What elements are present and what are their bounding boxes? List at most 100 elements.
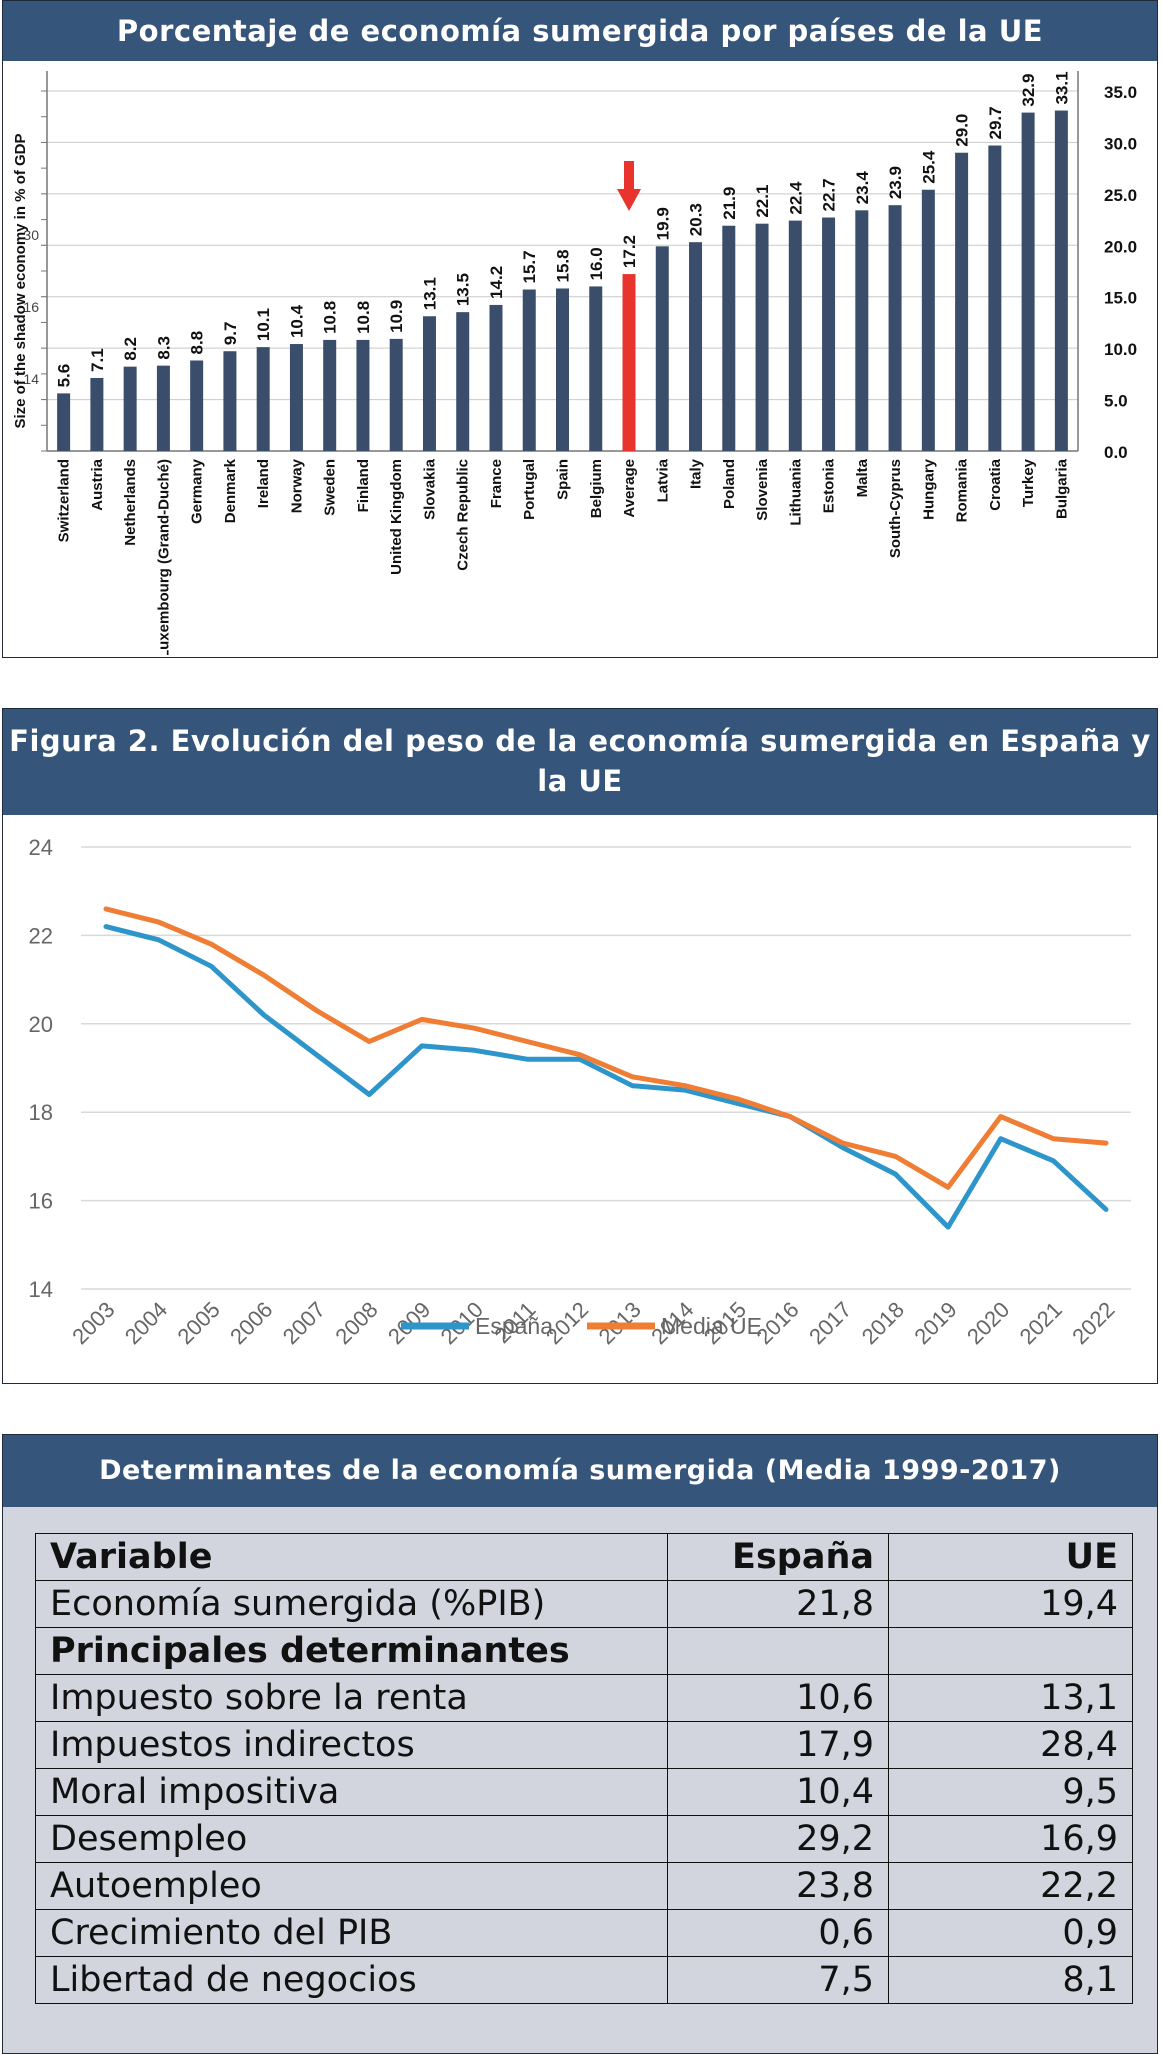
bar-value-label: 29.7: [986, 106, 1005, 139]
category-label: Sweden: [322, 459, 339, 516]
espana-value: 21,8: [667, 1580, 889, 1628]
x-tick-label: 2003: [67, 1297, 119, 1349]
right-tick-label: 25.0: [1104, 186, 1137, 205]
table-row: Impuestos indirectos 17,9 28,4: [35, 1721, 1133, 1769]
x-tick-label: 2004: [120, 1297, 172, 1349]
series-line-espana: [103, 924, 1109, 1230]
x-tick-label: 2008: [330, 1297, 382, 1349]
category-label: Latvia: [654, 458, 671, 502]
category-label: Netherlands: [122, 459, 139, 546]
bar: [522, 289, 536, 451]
bar-chart: 0.0 5.0 10.0 15.0 20.0 25.0 30.0 35.0 14 16 30Size…: [12, 71, 1137, 655]
row-label: Impuestos indirectos: [35, 1721, 668, 1769]
bar-value-label: 32.9: [1019, 74, 1038, 107]
bar: [955, 152, 969, 451]
ue-value: [888, 1627, 1133, 1675]
table-row: Libertad de negocios 7,5 8,1: [35, 1956, 1133, 2004]
bar: [655, 246, 669, 451]
category-label: France: [488, 459, 505, 508]
x-tick-label: 2019: [909, 1297, 961, 1349]
average-arrow-icon: [617, 161, 642, 211]
bar-value-label: 8.8: [188, 331, 207, 355]
bar: [822, 217, 836, 451]
bar-value-label: 33.1: [1052, 71, 1071, 104]
bar: [190, 360, 204, 451]
espana-value: [667, 1627, 889, 1675]
bar: [123, 366, 137, 451]
bar-value-label: 8.3: [154, 336, 173, 360]
bar-value-label: 8.2: [121, 337, 140, 361]
category-label: Denmark: [222, 458, 239, 523]
category-label: Austria: [89, 458, 106, 510]
y-tick-label: 22: [29, 923, 53, 948]
category-label: Belgium: [588, 459, 605, 518]
y-tick-label: 16: [29, 1189, 53, 1214]
bar-value-label: 13.5: [454, 273, 473, 306]
category-label: United Kingdom: [388, 459, 405, 575]
bar: [921, 189, 935, 451]
column-header-ue: UE: [888, 1533, 1133, 1581]
category-label: South-Cyprus: [887, 459, 904, 558]
bar: [156, 365, 170, 451]
right-tick-label: 10.0: [1104, 340, 1137, 359]
category-label: Bulgaria: [1053, 458, 1070, 519]
x-tick-label: 2006: [225, 1297, 277, 1349]
category-label: Hungary: [920, 458, 937, 520]
ue-value: 0,9: [888, 1909, 1133, 1957]
category-label: Portugal: [521, 459, 538, 520]
line-chart-title: Figura 2. Evolución del peso de la econo…: [3, 709, 1157, 815]
bar-value-label: 20.3: [687, 203, 706, 236]
bar-value-label: 15.7: [520, 250, 539, 283]
espana-value: 10,4: [667, 1768, 889, 1816]
bar-value-label: 13.1: [420, 277, 439, 310]
shadow-economy-by-country-panel: Porcentaje de economía sumergida por paí…: [2, 0, 1158, 658]
bar-value-label: 21.9: [720, 187, 739, 220]
bar-value-label: 16.0: [587, 247, 606, 280]
espana-value: 23,8: [667, 1862, 889, 1910]
bar-value-label: 10.4: [287, 304, 306, 338]
espana-value: 0,6: [667, 1909, 889, 1957]
category-label: Italy: [688, 458, 705, 489]
category-label: Turkey: [1020, 458, 1037, 507]
ue-value: 22,2: [888, 1862, 1133, 1910]
right-tick-label: 20.0: [1104, 237, 1137, 256]
bar: [323, 339, 337, 451]
y-tick-label: 20: [29, 1012, 53, 1037]
bar-value-label: 10.1: [254, 308, 273, 341]
bar-value-label: 15.8: [554, 249, 573, 282]
bar: [1054, 110, 1068, 452]
bar: [988, 145, 1002, 451]
category-label: Malta: [854, 458, 871, 497]
bar-value-label: 10.8: [321, 301, 340, 334]
bar-chart-title: Porcentaje de economía sumergida por paí…: [3, 1, 1157, 61]
bar-value-label: 29.0: [953, 114, 972, 147]
bar: [722, 225, 736, 451]
bar: [489, 304, 503, 451]
bar: [556, 288, 569, 451]
bar: [456, 312, 470, 451]
ue-value: 8,1: [888, 1956, 1133, 2004]
left-tick-label: 14: [23, 371, 39, 387]
category-label: Poland: [721, 459, 738, 509]
row-label: Autoempleo: [35, 1862, 668, 1910]
ue-value: 13,1: [888, 1674, 1133, 1722]
table-row: Desempleo 29,2 16,9: [35, 1815, 1133, 1863]
column-header-espana: España: [667, 1533, 889, 1581]
legend-label: Media UE: [661, 1313, 762, 1339]
bar: [256, 347, 270, 451]
row-label: Economía sumergida (%PIB): [35, 1580, 668, 1628]
bar: [755, 223, 769, 451]
column-header-variable: Variable: [35, 1533, 668, 1581]
x-tick-label: 2022: [1067, 1297, 1119, 1349]
espana-value: 29,2: [667, 1815, 889, 1863]
ue-value: 16,9: [888, 1815, 1133, 1863]
bar-value-label: 10.9: [387, 300, 406, 333]
category-label: Spain: [555, 459, 572, 500]
bar: [855, 210, 869, 451]
bar: [888, 205, 902, 451]
espana-value: 10,6: [667, 1674, 889, 1722]
category-label: Luxembourg (Grand-Duché): [155, 459, 172, 655]
y-tick-label: 24: [29, 835, 53, 860]
bar: [689, 242, 703, 451]
y-tick-label: 18: [29, 1100, 53, 1125]
